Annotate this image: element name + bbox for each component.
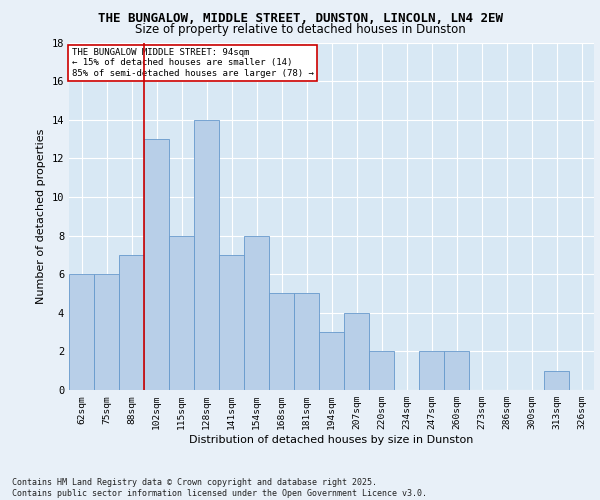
X-axis label: Distribution of detached houses by size in Dunston: Distribution of detached houses by size … [190, 435, 473, 445]
Bar [369, 352, 394, 390]
Bar [144, 139, 169, 390]
Bar [269, 294, 294, 390]
Text: THE BUNGALOW MIDDLE STREET: 94sqm
← 15% of detached houses are smaller (14)
85% : THE BUNGALOW MIDDLE STREET: 94sqm ← 15% … [71, 48, 314, 78]
Bar [444, 352, 469, 390]
Bar [169, 236, 194, 390]
Bar [69, 274, 94, 390]
Text: Contains HM Land Registry data © Crown copyright and database right 2025.
Contai: Contains HM Land Registry data © Crown c… [12, 478, 427, 498]
Bar [319, 332, 344, 390]
Bar [194, 120, 219, 390]
Bar [544, 370, 569, 390]
Bar [119, 255, 144, 390]
Bar [294, 294, 319, 390]
Y-axis label: Number of detached properties: Number of detached properties [36, 128, 46, 304]
Bar [344, 313, 369, 390]
Bar [94, 274, 119, 390]
Bar [244, 236, 269, 390]
Text: Size of property relative to detached houses in Dunston: Size of property relative to detached ho… [134, 22, 466, 36]
Text: THE BUNGALOW, MIDDLE STREET, DUNSTON, LINCOLN, LN4 2EW: THE BUNGALOW, MIDDLE STREET, DUNSTON, LI… [97, 12, 503, 26]
Bar [419, 352, 444, 390]
Bar [219, 255, 244, 390]
